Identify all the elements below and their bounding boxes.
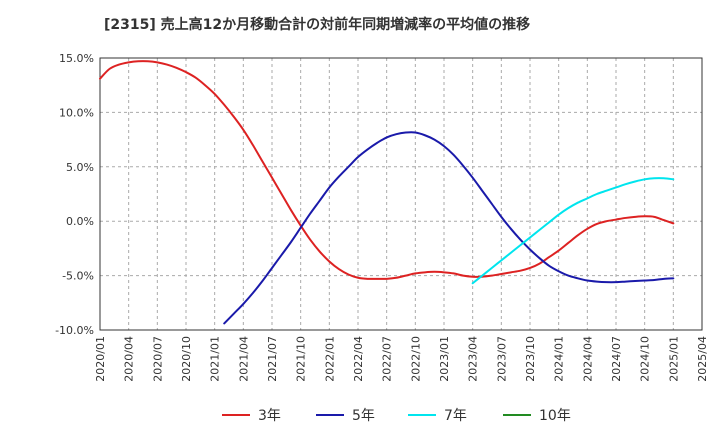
x-tick-label: 2020/01 — [94, 336, 107, 382]
y-tick-label: 0.0% — [66, 215, 94, 228]
legend-label-1: 3年 — [258, 408, 281, 424]
x-tick-label: 2024/04 — [581, 336, 594, 382]
x-tick-label: 2022/10 — [409, 336, 422, 382]
x-tick-label: 2020/07 — [151, 336, 164, 382]
x-tick-label: 2024/10 — [639, 336, 652, 382]
x-tick-label: 2021/04 — [237, 336, 250, 382]
x-tick-label: 2024/01 — [553, 336, 566, 382]
x-tick-label: 2025/04 — [696, 336, 709, 382]
series-line-1 — [99, 60, 675, 280]
x-tick-label: 2021/10 — [295, 336, 308, 382]
y-tick-label: 15.0% — [59, 52, 94, 65]
x-tick-label: 2023/04 — [467, 336, 480, 382]
x-tick-label: 2024/07 — [610, 336, 623, 382]
x-tick-label: 2022/04 — [352, 336, 365, 382]
x-tick-label: 2020/10 — [180, 336, 193, 382]
plot-frame — [99, 57, 703, 331]
y-tick-label: 5.0% — [66, 161, 94, 174]
x-tick-label: 2022/01 — [323, 336, 336, 382]
x-tick-label: 2023/10 — [524, 336, 537, 382]
y-tick-label: -5.0% — [62, 270, 94, 283]
x-tick-label: 2023/01 — [438, 336, 451, 382]
series-line-2 — [223, 131, 675, 325]
legend-label-4: 10年 — [539, 408, 571, 424]
legend-label-3: 7年 — [444, 408, 467, 424]
legend-label-2: 5年 — [352, 408, 375, 424]
series-line-3 — [471, 177, 675, 285]
x-tick-label: 2025/01 — [667, 336, 680, 382]
x-tick-label: 2021/01 — [209, 336, 222, 382]
x-tick-label: 2021/07 — [266, 336, 279, 382]
x-tick-label: 2022/07 — [381, 336, 394, 382]
x-tick-label: 2023/07 — [495, 336, 508, 382]
y-tick-label: 10.0% — [59, 106, 94, 119]
x-tick-label: 2020/04 — [123, 336, 136, 382]
y-tick-label: -10.0% — [55, 324, 94, 337]
chart-title: [2315] 売上高12か月移動合計の対前年同期増減率の平均値の推移 — [104, 17, 531, 33]
